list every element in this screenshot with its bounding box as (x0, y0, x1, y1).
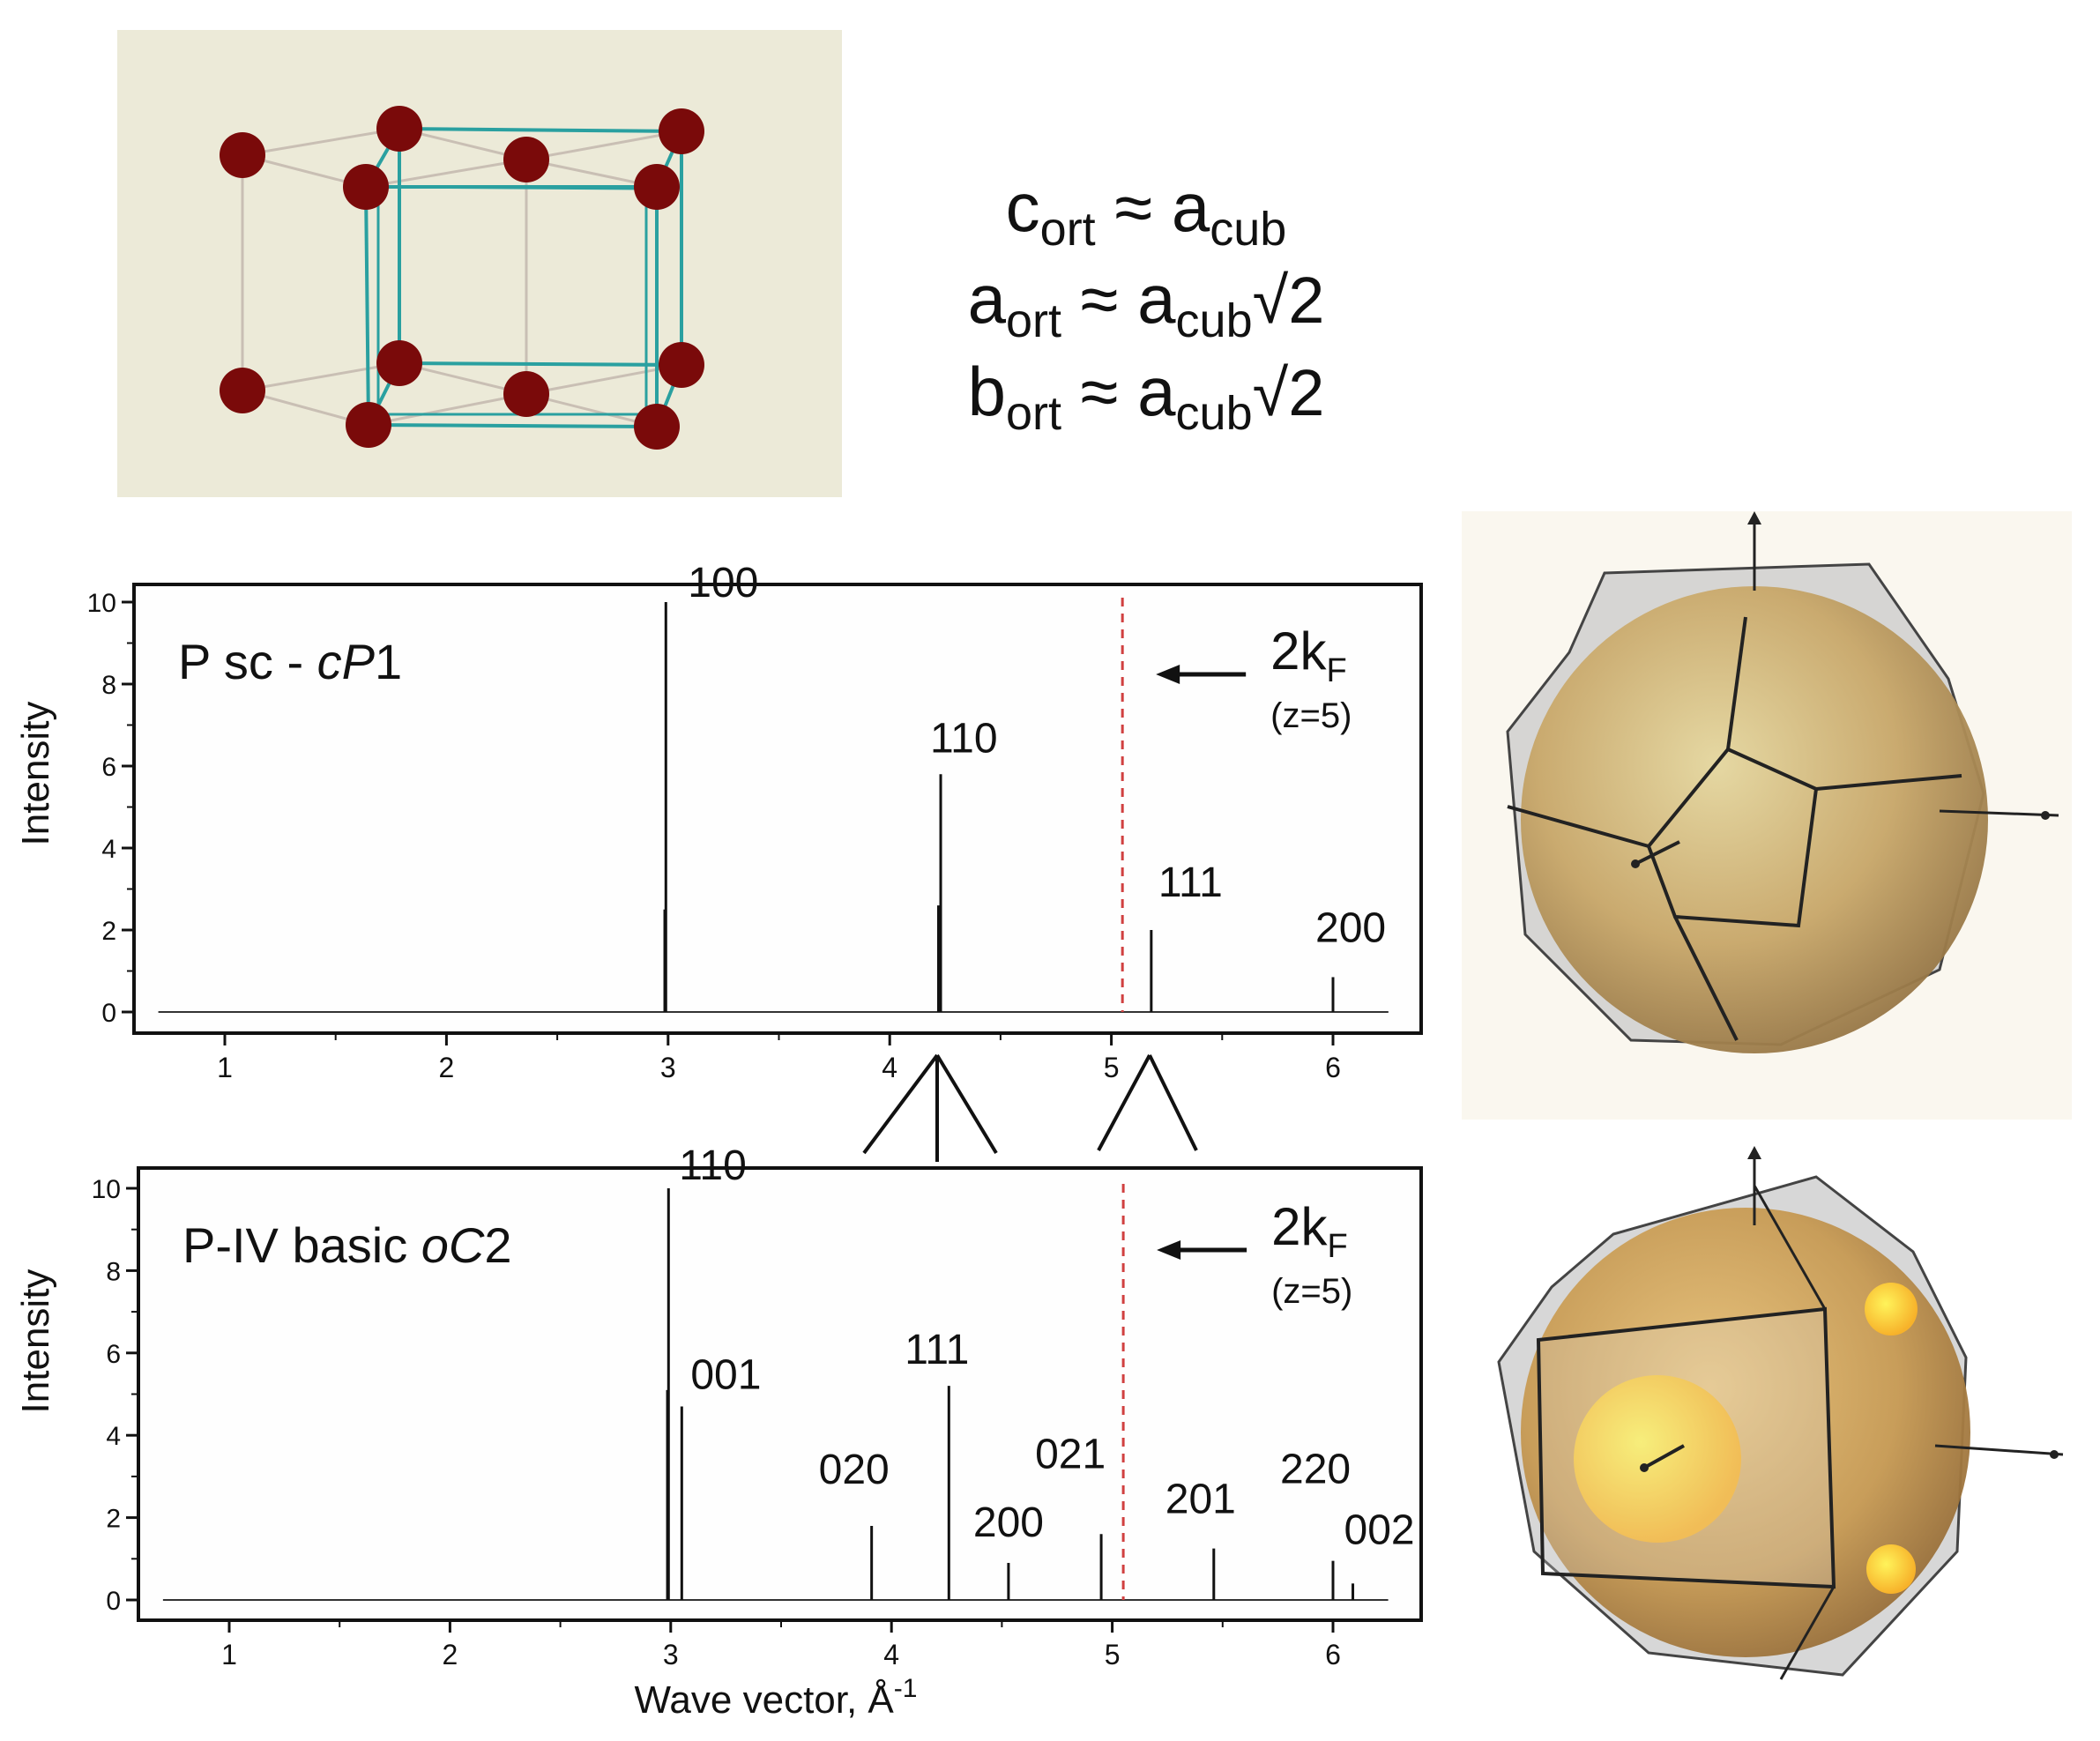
kf-note: (z=5) (1271, 1272, 1352, 1311)
peak-splitting-markers (862, 1053, 1198, 1162)
y-axis-label: Intensity (14, 702, 57, 846)
x-tick-label: 4 (883, 1639, 899, 1670)
kf-arrowhead (1157, 1240, 1181, 1260)
bcc-zone-illustration (1462, 511, 2072, 1159)
kf-note: (z=5) (1270, 696, 1352, 735)
y-tick-label: 4 (101, 835, 116, 864)
plot-frame (137, 1166, 1423, 1622)
y-tick-label: 0 (106, 1587, 121, 1616)
x-tick-label: 6 (1325, 1052, 1341, 1083)
y-tick-label: 6 (101, 753, 116, 782)
panel-title: P sc - cP1 (178, 634, 402, 689)
x-axis-label: Wave vector, Å-1 (635, 1674, 918, 1722)
peak-label: 021 (1035, 1431, 1106, 1477)
x-tick-label: 2 (443, 1639, 458, 1670)
peak-label: 200 (973, 1499, 1044, 1546)
x-tick-label: 5 (1105, 1639, 1121, 1670)
x-tick-label: 3 (660, 1052, 676, 1083)
plot-frame (132, 583, 1423, 1035)
y-tick-label: 8 (106, 1257, 121, 1286)
y-axis-label: Intensity (14, 1269, 57, 1414)
peak-label: 002 (1344, 1507, 1415, 1553)
x-tick-label: 3 (663, 1639, 679, 1670)
kf-arrowhead (1156, 665, 1180, 684)
x-tick-label: 1 (221, 1639, 237, 1670)
y-tick-label: 10 (92, 1175, 121, 1204)
formula-a-ort: aort ≈ acub√2 (967, 260, 1325, 347)
panel-title: P-IV basic oC2 (182, 1217, 512, 1273)
peak-label: 001 (690, 1352, 761, 1399)
formula-b-ort: bort ≈ acub√2 (967, 353, 1325, 440)
x-tick-label: 4 (882, 1052, 897, 1083)
y-tick-label: 4 (106, 1422, 121, 1451)
y-tick-label: 2 (101, 917, 116, 946)
y-tick-label: 0 (101, 999, 116, 1028)
x-tick-label: 5 (1104, 1052, 1120, 1083)
x-tick-label: 2 (439, 1052, 455, 1083)
y-tick-label: 6 (106, 1340, 121, 1369)
y-tick-label: 10 (87, 589, 116, 618)
x-tick-label: 6 (1325, 1639, 1341, 1670)
atoms (220, 106, 704, 450)
y-tick-label: 8 (101, 671, 116, 700)
y-tick-label: 2 (106, 1505, 121, 1534)
peak-label: 020 (819, 1447, 890, 1493)
fcc-zone-illustration (1462, 1120, 2072, 1728)
brillouin-zone-illustrations (1462, 511, 2072, 1728)
peak-label: 111 (1158, 859, 1223, 906)
peak-label: 110 (679, 1142, 747, 1189)
peak-label: 111 (905, 1327, 969, 1373)
peak-label: 100 (688, 560, 758, 606)
x-tick-label: 1 (217, 1052, 233, 1083)
peak-label: 201 (1165, 1477, 1236, 1523)
peak-label: 200 (1315, 904, 1386, 951)
peak-label: 220 (1280, 1447, 1351, 1493)
peak-label: 110 (930, 715, 998, 762)
crystal-structure-illustration (117, 30, 842, 497)
formula-c-ort: cort ≈ acub (1005, 168, 1287, 256)
